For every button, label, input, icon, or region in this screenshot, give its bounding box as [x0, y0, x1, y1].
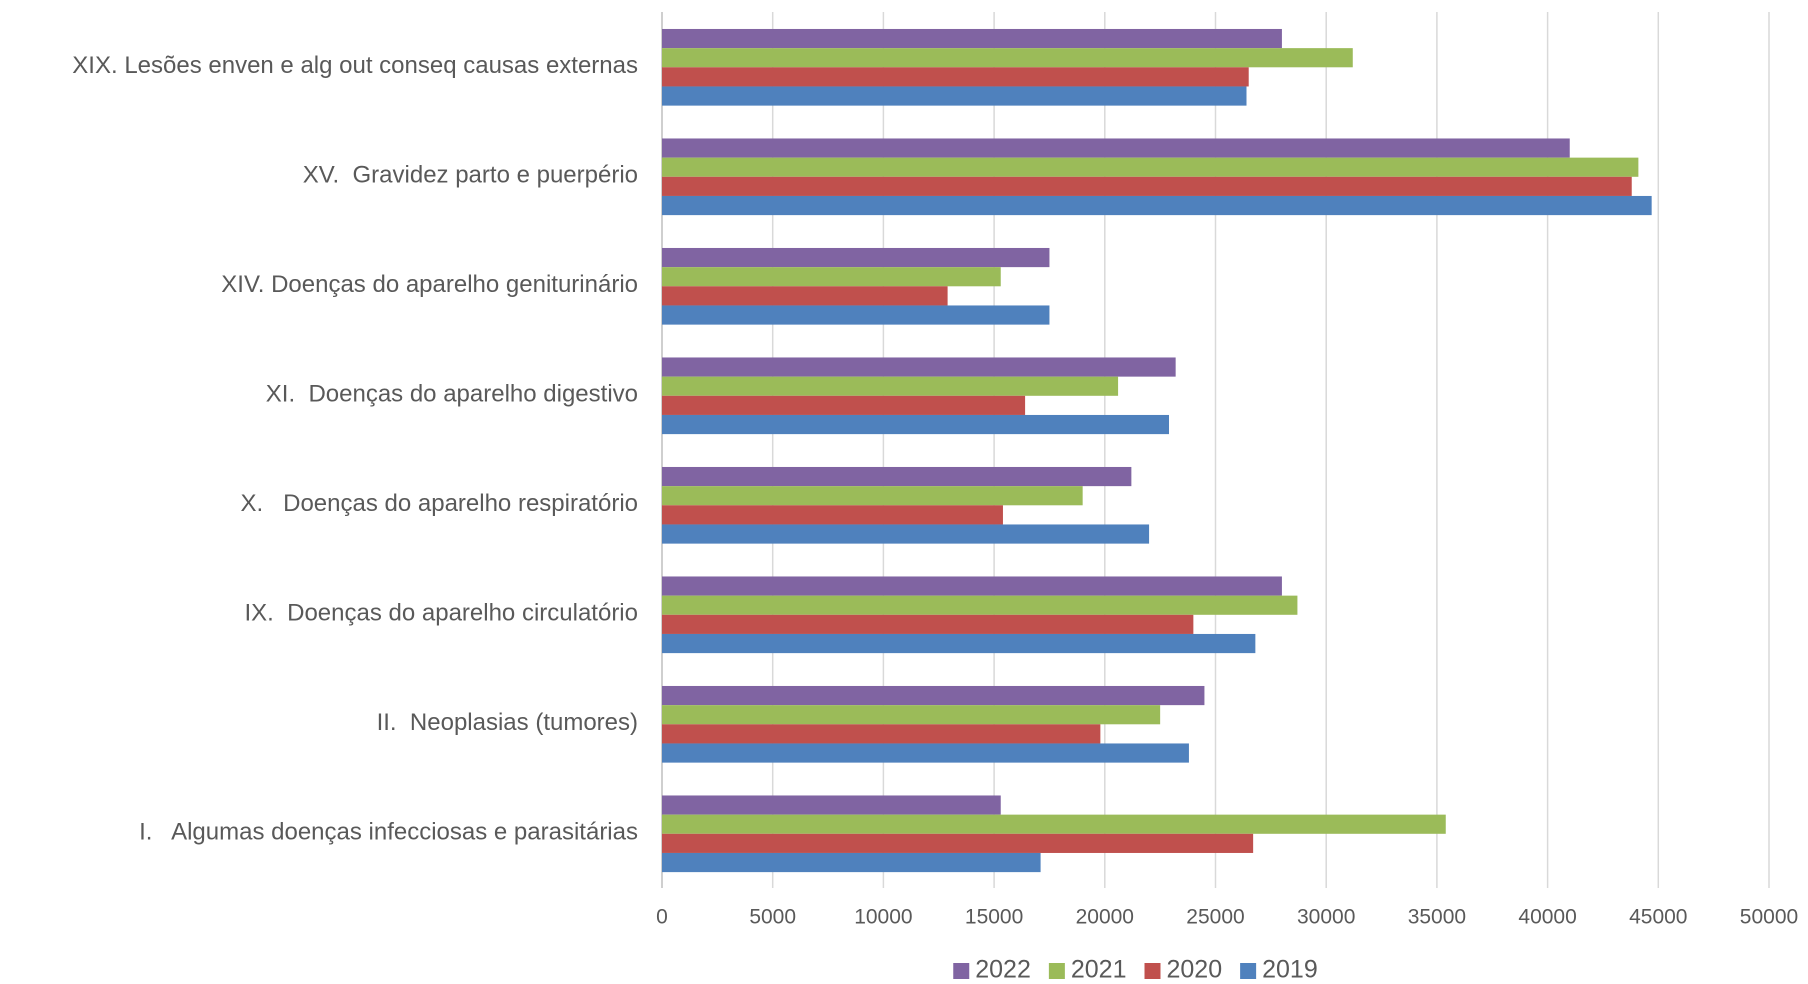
bar — [662, 633, 1256, 654]
legend-label: 2019 — [1262, 956, 1318, 984]
legend-swatch — [1048, 963, 1065, 979]
legend-swatch — [1144, 963, 1161, 979]
bar — [662, 395, 1026, 415]
bar — [662, 86, 1247, 106]
bar — [662, 286, 948, 306]
legend-label: 2022 — [975, 956, 1031, 984]
bar — [662, 614, 1194, 634]
legend-label: 2021 — [1071, 956, 1127, 984]
x-tick-label: 30000 — [1297, 906, 1355, 929]
x-tick-label: 15000 — [965, 906, 1023, 929]
bar — [662, 505, 1003, 525]
bar — [662, 595, 1298, 615]
x-tick-label: 0 — [656, 906, 668, 929]
bar — [662, 814, 1446, 834]
bar — [662, 852, 1041, 873]
x-tick-label: 40000 — [1518, 906, 1576, 929]
bar — [662, 743, 1189, 763]
x-tick-label: 25000 — [1186, 906, 1244, 929]
legend-label: 2020 — [1167, 956, 1223, 984]
y-tick-label: II. Neoplasias (tumores) — [377, 709, 638, 736]
x-tick-label: 50000 — [1740, 906, 1798, 929]
y-tick-label: IX. Doenças do aparelho circulatório — [244, 600, 638, 627]
y-tick-label: I. Algumas doenças infecciosas e parasit… — [139, 819, 638, 846]
y-tick-label: XV. Gravidez parto e puerpério — [303, 162, 638, 189]
x-tick-label: 10000 — [854, 906, 912, 929]
y-tick-label: X. Doenças do aparelho respiratório — [240, 490, 638, 517]
bar — [662, 48, 1353, 68]
bar — [662, 705, 1161, 725]
legend-swatch — [953, 963, 970, 979]
x-tick-label: 45000 — [1629, 906, 1687, 929]
bar — [662, 67, 1249, 87]
bar — [662, 157, 1639, 177]
x-tick-label: 20000 — [1076, 906, 1134, 929]
bar — [662, 195, 1652, 216]
bar — [662, 267, 1001, 287]
bar — [662, 414, 1170, 435]
bar — [662, 247, 1050, 268]
bar — [662, 28, 1282, 49]
bar — [662, 466, 1132, 487]
bar — [662, 685, 1205, 706]
y-tick-label: XI. Doenças do aparelho digestivo — [266, 381, 638, 408]
bar — [662, 376, 1119, 396]
y-tick-label: XIX. Lesões enven e alg out conseq causa… — [72, 52, 638, 79]
bar — [662, 176, 1632, 196]
bar — [662, 357, 1176, 377]
bar — [662, 305, 1050, 325]
bar — [662, 833, 1254, 853]
x-tick-label: 5000 — [749, 906, 796, 929]
bar — [662, 486, 1083, 506]
x-tick-label: 35000 — [1408, 906, 1466, 929]
bar — [662, 724, 1101, 744]
y-tick-label: XIV. Doenças do aparelho geniturinário — [221, 271, 638, 298]
bar — [662, 138, 1570, 158]
bar — [662, 795, 1001, 815]
bar — [662, 524, 1150, 544]
bar — [662, 576, 1282, 596]
legend-swatch — [1240, 963, 1257, 979]
